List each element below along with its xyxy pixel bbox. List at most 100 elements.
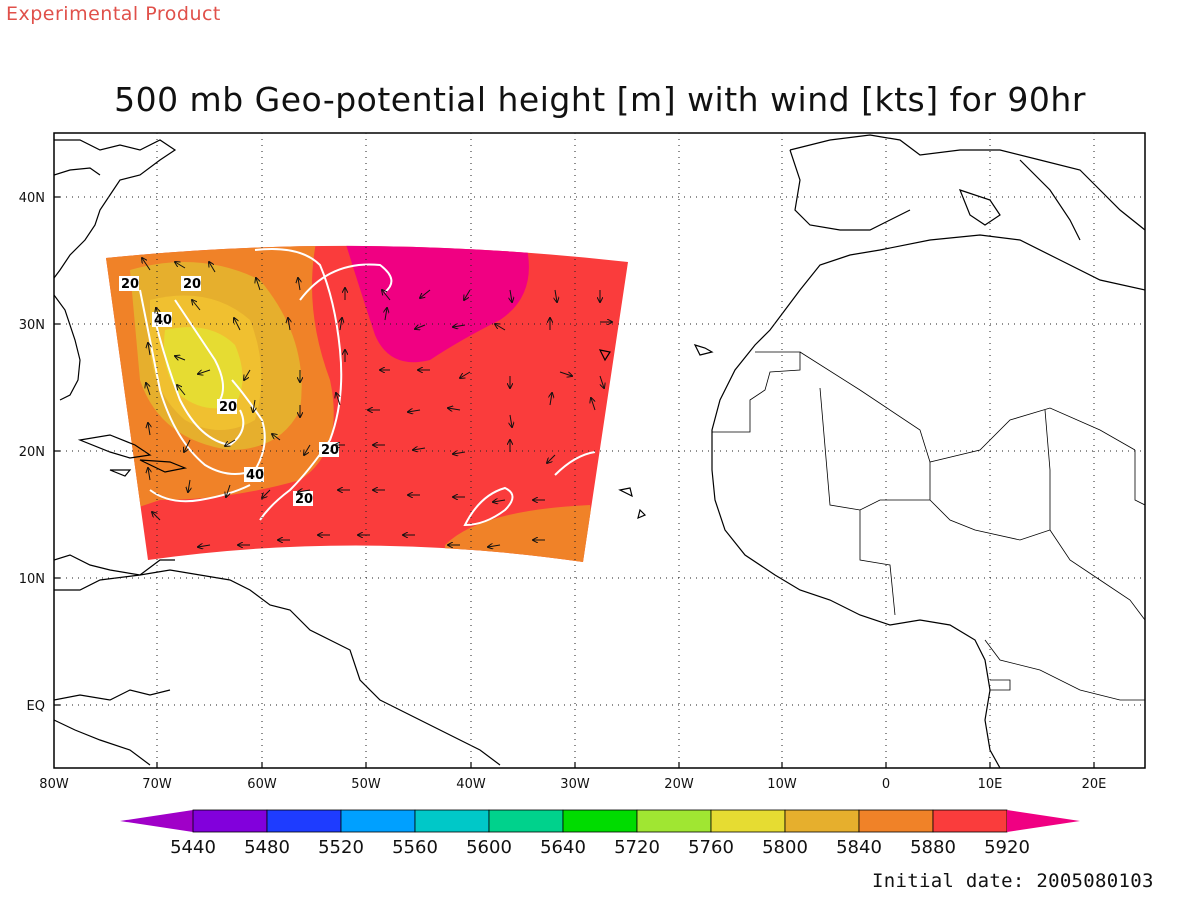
color-bar-segment [932,809,1008,833]
wind-vector [413,448,426,450]
color-bar-label: 5760 [688,837,734,858]
wind-vector [234,318,241,331]
longitude-labels: 80W 70W 60W 50W 40W 30W 20W 10W 0 10E 20… [39,777,1106,792]
wind-vector [148,468,150,481]
lon-tick-label: 70W [142,777,172,792]
color-bar-segment [192,809,268,833]
wind-vector [298,490,311,492]
color-bar-label: 5800 [762,837,808,858]
color-bar-label: 5840 [836,837,882,858]
color-bar-segment [1007,810,1080,832]
wind-vector [510,414,512,427]
color-bar-segment [784,809,860,833]
isotach-label: 20 [121,277,139,292]
lon-tick-label: 0 [882,777,890,792]
wind-vector [550,393,552,406]
wind-vector [188,479,190,492]
wind-vector [599,375,604,388]
wind-vector [510,289,512,302]
initial-date: Initial date: 2005080103 [872,870,1154,892]
color-bar-segment [562,809,638,833]
wind-vector [156,308,161,321]
color-bar-segment [340,809,416,833]
lat-tick-label: 20N [19,445,45,460]
wind-vector [192,300,201,311]
color-bar-label: 5520 [318,837,364,858]
wind-vector [177,385,186,396]
color-bar-label: 5880 [910,837,956,858]
wind-vector [256,278,261,291]
wind-vector [148,423,150,436]
wind-vector [253,399,255,412]
lat-tick-label: 10N [19,572,45,587]
isotach-label: 20 [219,400,237,415]
wind-vector [464,289,471,300]
lat-tick-label: 40N [19,191,45,206]
wind-vector [198,545,211,547]
wind-vector [591,398,596,411]
wind-vector [146,383,151,396]
wind-vector [175,356,186,360]
wind-vector [448,408,461,410]
wind-vector [559,371,572,376]
wind-vector [262,489,271,498]
lon-tick-label: 40W [456,777,486,792]
isotach-label: 20 [295,492,313,507]
color-bar-label: 5600 [466,837,512,858]
map-title: 500 mb Geo-potential height [m] with win… [114,80,1086,119]
wind-vector [493,500,506,502]
color-bar-label: 5560 [392,837,438,858]
color-bar-segment [858,809,934,833]
wind-vector [453,452,466,454]
wind-vector [175,262,186,269]
color-bar-segment [636,809,712,833]
lon-tick-label: 20E [1082,777,1107,792]
wind-vector [148,343,150,356]
wind-vector [555,289,557,302]
color-bar-segment [414,809,490,833]
lon-tick-label: 30W [560,777,590,792]
color-bar-labels: 5440 5480 5520 5560 5600 5640 5720 5760 5800 5840… [170,837,1030,858]
wind-vector [385,308,387,321]
lon-tick-label: 10E [978,777,1003,792]
color-bar-segment [488,809,564,833]
latitude-labels: 40N 30N 20N 10N EQ [19,191,45,714]
lat-tick-label: EQ [27,699,45,714]
lon-tick-label: 20W [664,777,694,792]
lon-tick-label: 80W [39,777,69,792]
wind-vector [225,439,236,446]
wind-vector [209,262,216,273]
color-bar-segment [710,809,786,833]
wind-vector [415,325,426,329]
wind-vector [336,393,341,406]
wind-vector [184,439,191,452]
isotach-contours [139,248,596,527]
isotach-labels: 20 20 40 20 20 40 20 [119,276,339,507]
color-bar-label: 5440 [170,837,216,858]
lon-tick-label: 50W [351,777,381,792]
wind-vector [408,410,421,412]
isotach-label: 40 [246,468,264,483]
wind-vector [304,444,311,455]
wind-vector [382,290,391,301]
isotach-label: 20 [183,277,201,292]
wind-vector [488,545,501,547]
wind-vector [272,434,281,441]
lon-tick-label: 10W [767,777,797,792]
wind-vector [453,325,466,327]
color-bar [120,809,1080,833]
wind-vector [244,369,251,380]
wind-vector [298,278,300,291]
color-bar-label: 5720 [614,837,660,858]
experimental-product-label: Experimental Product [6,3,221,25]
wind-vector [152,512,161,521]
wind-vector [460,371,471,378]
color-bar-segment [120,810,193,832]
color-bar-label: 5920 [984,837,1030,858]
wind-vector [198,369,211,374]
wind-vector [495,324,506,331]
coastlines [54,134,1145,768]
wind-vector [226,484,231,497]
color-bar-label: 5640 [540,837,586,858]
